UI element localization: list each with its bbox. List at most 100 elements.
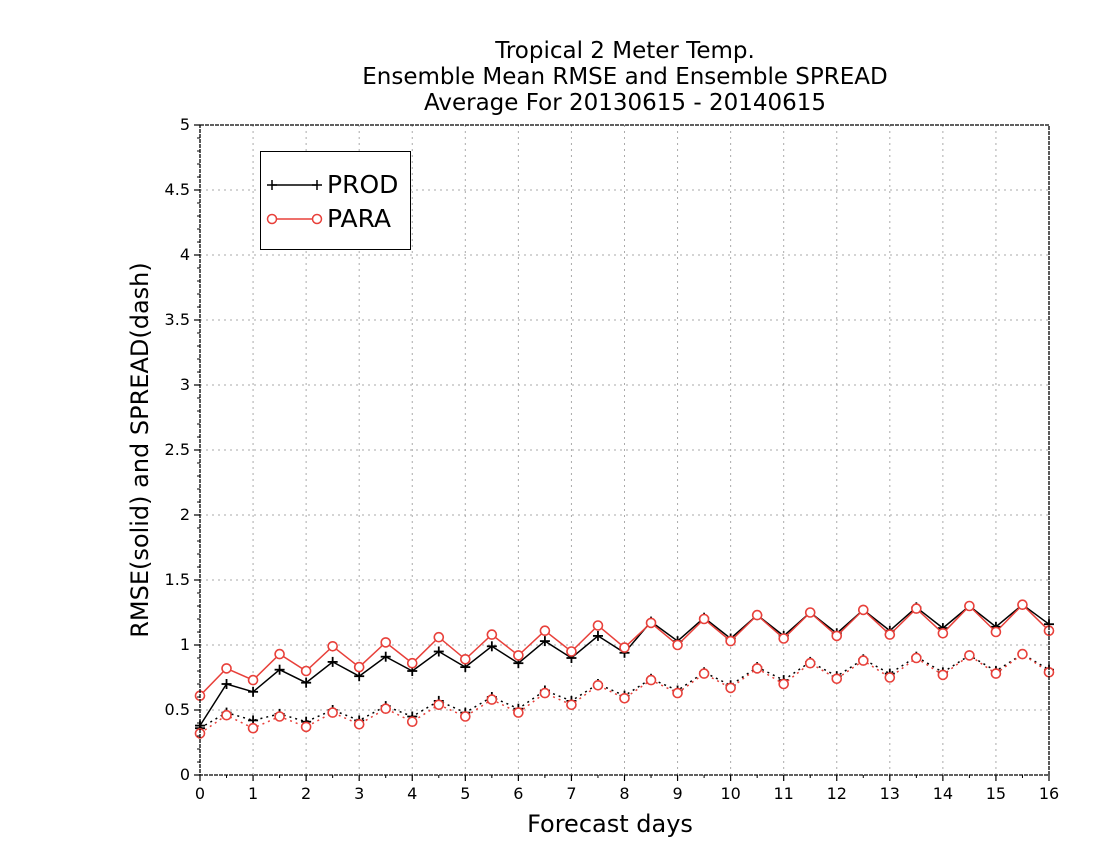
data-point-para (300, 721, 312, 733)
data-point-para (406, 716, 418, 728)
x-tick-label: 16 (1039, 784, 1059, 803)
x-tick-label: 13 (880, 784, 900, 803)
y-tick-label: 2 (180, 505, 190, 524)
data-point-prod (433, 646, 444, 657)
data-point-para (221, 663, 232, 674)
x-tick-label: 15 (986, 784, 1006, 803)
data-point-para (566, 699, 577, 711)
data-point-para (274, 648, 285, 660)
data-point-para (539, 625, 551, 637)
axes-layer: 0 1 2 3 4 5 6 7 8 9 10 11 12 13 14 15 1600.511.522.533.5… (165, 115, 1060, 803)
data-point-para (725, 635, 736, 647)
data-point-para (619, 642, 630, 653)
data-point-para (698, 668, 710, 679)
x-tick-label: 5 (460, 784, 470, 803)
data-point-para (380, 637, 392, 648)
data-point-prod (486, 641, 497, 652)
legend-swatches (266, 180, 323, 225)
x-tick-label: 14 (933, 784, 953, 803)
data-point-para (221, 709, 232, 721)
data-point-para (513, 707, 524, 718)
y-tick-label: 1.5 (165, 570, 190, 589)
data-point-para (460, 711, 471, 722)
x-tick-label: 4 (407, 784, 417, 803)
data-point-para (380, 703, 392, 715)
data-point-para (751, 663, 763, 674)
data-point-prod (539, 636, 550, 647)
data-point-para (911, 652, 922, 664)
x-tick-label: 6 (513, 784, 523, 803)
data-point-prod (592, 630, 603, 641)
data-point-prod (274, 664, 285, 675)
legend-swatch-para (266, 213, 323, 225)
data-point-para (857, 604, 869, 616)
data-point-para (672, 687, 683, 699)
data-point-para (619, 692, 630, 704)
data-point-para (990, 626, 1002, 638)
data-point-para (353, 718, 365, 730)
chart-title-line-3: Average For 20130615 - 20140615 (423, 90, 827, 116)
y-tick-label: 5 (180, 115, 190, 134)
data-point-para (300, 665, 312, 677)
data-point-para (804, 657, 816, 669)
data-point-para (247, 674, 259, 686)
y-tick-label: 3.5 (165, 310, 190, 329)
y-tick-label: 0 (180, 765, 190, 784)
y-tick-label: 3 (180, 375, 190, 394)
data-point-para (645, 674, 657, 686)
legend: PROD PARA (260, 151, 411, 250)
data-point-para (566, 646, 577, 657)
data-point-prod (380, 651, 391, 662)
x-tick-label: 9 (672, 784, 682, 803)
y-tick-label: 1 (180, 635, 190, 654)
data-point-prod (327, 656, 338, 667)
series-layer (194, 599, 1055, 739)
data-point-para (592, 679, 604, 691)
x-axis-label: Forecast days (527, 810, 693, 838)
data-point-para (884, 672, 896, 683)
data-point-para (831, 630, 843, 642)
data-point-para (247, 722, 259, 734)
data-point-para (592, 620, 604, 631)
data-point-para (857, 655, 869, 666)
y-tick-label: 0.5 (165, 700, 190, 719)
legend-label-para: PARA (327, 204, 392, 233)
data-point-para (964, 600, 975, 612)
data-point-prod (354, 671, 365, 682)
data-point-prod (221, 679, 232, 689)
data-point-para (831, 673, 843, 685)
data-point-para (937, 627, 949, 639)
x-tick-label: 11 (774, 784, 794, 803)
x-tick-label: 8 (619, 784, 629, 803)
data-point-para (353, 661, 365, 673)
data-point-para (672, 639, 683, 651)
legend-swatch-prod (267, 180, 322, 190)
data-point-para (539, 687, 551, 699)
legend-label-prod: PROD (327, 170, 399, 199)
x-tick-label: 7 (566, 784, 576, 803)
data-point-para (751, 609, 763, 621)
x-tick-label: 0 (195, 784, 205, 803)
data-point-para (1017, 599, 1028, 611)
data-point-para (884, 629, 896, 640)
x-tick-label: 2 (301, 784, 311, 803)
chart-title-line-1: Tropical 2 Meter Temp. (495, 38, 755, 64)
data-point-para (911, 603, 922, 614)
data-point-para (406, 657, 418, 669)
data-point-para (433, 699, 445, 711)
data-point-para (433, 631, 445, 643)
data-point-prod (248, 686, 259, 697)
data-point-para (804, 607, 816, 618)
x-tick-label: 10 (720, 784, 740, 803)
data-point-para (327, 707, 338, 718)
data-point-para (486, 694, 498, 705)
series-line-prod-spread (199, 653, 1050, 729)
y-tick-label: 4.5 (165, 180, 190, 199)
y-tick-label: 2.5 (165, 440, 190, 459)
series-line-para-spread (199, 653, 1050, 735)
data-point-para (698, 613, 710, 625)
data-point-para (513, 650, 524, 661)
data-point-para (486, 629, 498, 640)
y-axis-label: RMSE(solid) and SPREAD(dash) (126, 262, 154, 638)
